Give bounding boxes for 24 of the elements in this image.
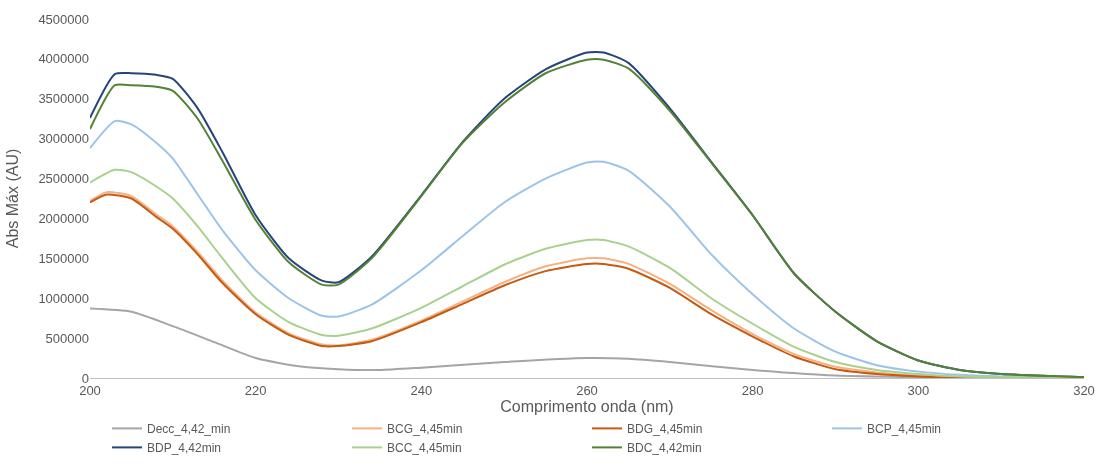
- x-tick-label: 240: [410, 382, 433, 398]
- x-axis-title: Comprimento onda (nm): [500, 397, 674, 415]
- y-axis-title: Abs Máx (AU): [4, 148, 22, 249]
- y-tick-label: 1000000: [38, 290, 89, 306]
- legend-label: BDG_4,45min: [627, 422, 703, 437]
- x-tick-label: 260: [576, 382, 598, 398]
- y-tick-label: 1500000: [38, 250, 89, 266]
- y-tick-label: 3000000: [38, 131, 89, 147]
- legend-label: BDP_4,42min: [147, 441, 222, 456]
- y-tick-label: 4000000: [38, 51, 89, 67]
- x-tick-label: 300: [907, 382, 930, 398]
- y-tick-label: 3500000: [38, 91, 89, 107]
- y-tick-label: 4500000: [38, 11, 89, 27]
- legend-label: BCC_4,45min: [387, 441, 462, 456]
- x-tick-label: 320: [1073, 382, 1095, 398]
- legend-label: Decc_4,42_min: [147, 422, 231, 437]
- legend-label: BDC_4,42min: [627, 441, 702, 456]
- y-tick-label: 2500000: [38, 171, 89, 187]
- y-tick-label: 500000: [45, 330, 89, 346]
- y-tick-label: 2000000: [38, 210, 89, 226]
- legend-label: BCG_4,45min: [387, 422, 463, 437]
- x-tick-label: 280: [741, 382, 764, 398]
- legend-label: BCP_4,45min: [867, 422, 942, 437]
- x-tick-label: 220: [244, 382, 267, 398]
